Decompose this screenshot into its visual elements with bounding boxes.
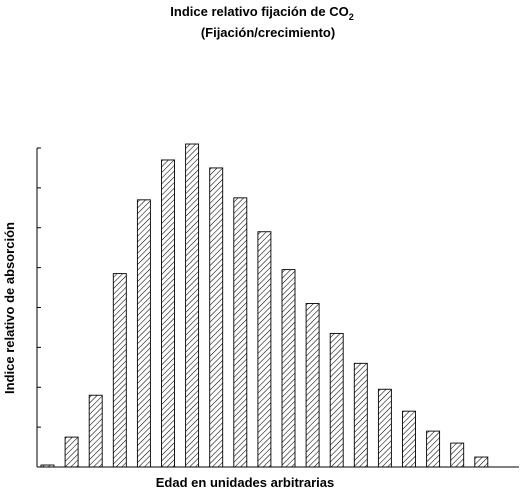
bar xyxy=(377,388,392,468)
title-formula: CO xyxy=(329,4,349,19)
bar xyxy=(185,143,200,468)
bar xyxy=(353,362,368,468)
bar xyxy=(40,464,55,468)
bar xyxy=(474,456,489,468)
bar xyxy=(329,332,344,468)
x-axis-label: Edad en unidades arbitrarias xyxy=(156,475,334,490)
chart-subtitle: (Fijación/crecimiento) xyxy=(201,25,335,40)
bar xyxy=(161,159,175,468)
bar xyxy=(88,394,103,468)
bar xyxy=(426,430,441,468)
bar xyxy=(402,410,416,468)
bar xyxy=(281,269,296,468)
bar xyxy=(450,442,465,468)
bar xyxy=(305,303,320,468)
bar xyxy=(136,199,151,468)
bar xyxy=(112,273,127,468)
bar xyxy=(64,436,79,468)
y-axis-label: Indice relativo de absorción xyxy=(2,222,17,394)
y-axis-ticks xyxy=(37,147,41,428)
bar xyxy=(233,197,248,468)
chart-title: Indice relativo fijación de CO2 xyxy=(170,4,353,22)
bar xyxy=(209,167,224,468)
title-subscript: 2 xyxy=(349,12,354,22)
bar xyxy=(257,231,272,468)
bar-series xyxy=(40,143,489,468)
